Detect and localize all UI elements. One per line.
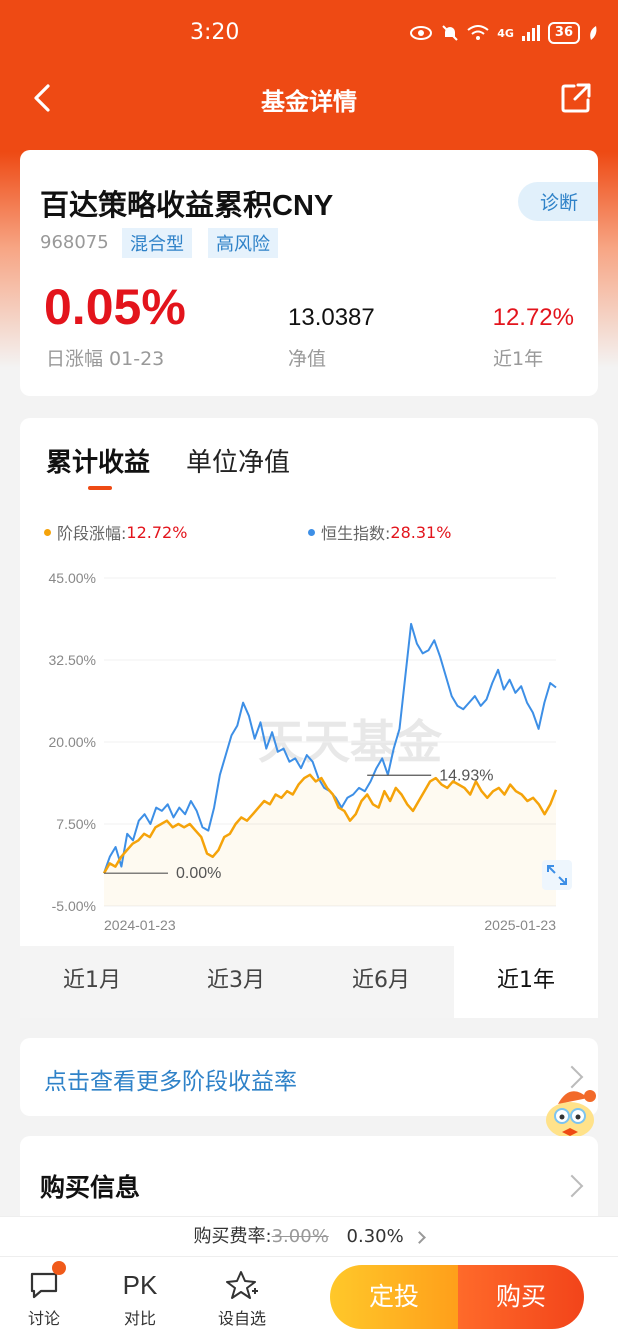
fee-discounted: 0.30% [346, 1226, 404, 1247]
legend-index-label: 恒生指数: [321, 524, 391, 543]
period-1m[interactable]: 近1月 [63, 968, 121, 993]
network-type: 4G [497, 26, 514, 40]
y-tick-label: -5.00% [52, 898, 96, 914]
legend-index-dot [308, 528, 315, 536]
bottom-action-bar: 讨论 PK 对比 设自选 定投 购买 [0, 1256, 618, 1338]
risk-level-tag: 高风险 [208, 228, 278, 258]
legend-fund-dot [44, 528, 51, 536]
status-bar: 3:20 4G 36 [0, 0, 618, 68]
fund-area-fill [104, 774, 556, 906]
nav-value: 13.0387 [288, 304, 375, 331]
fund-summary-card: 百达策略收益累积CNY 诊断 968075 混合型 高风险 0.05% 日涨幅 … [20, 150, 598, 396]
fund-name: 百达策略收益累积CNY [40, 190, 334, 222]
nav-label: 净值 [288, 348, 327, 370]
period-selector: 近1月 近3月 近6月 近1年 [20, 946, 598, 1018]
share-external-icon[interactable] [558, 80, 594, 116]
tab-cumulative-return[interactable]: 累计收益 [46, 448, 151, 478]
y-tick-label: 45.00% [49, 570, 96, 586]
buy-info-title: 购买信息 [40, 1173, 141, 1202]
annotation-label: 14.93% [439, 767, 493, 784]
add-watchlist-button[interactable]: 设自选 [202, 1265, 282, 1329]
y-tick-label: 32.50% [49, 652, 96, 668]
discuss-label: 讨论 [27, 1309, 60, 1328]
legend-fund-value: 12.72% [126, 522, 188, 542]
active-tab-indicator [88, 486, 112, 490]
period-1y[interactable]: 近1年 [454, 946, 598, 1018]
wifi-icon [467, 25, 489, 40]
notification-dot [52, 1261, 66, 1275]
fund-code: 968075 [40, 232, 109, 253]
year-return-value: 12.72% [492, 304, 574, 331]
signal-icon [521, 25, 540, 41]
legend-index: 恒生指数: 28.31% [308, 520, 451, 544]
legend-fund-label: 阶段涨幅: [57, 524, 127, 543]
status-icons: 4G 36 [409, 22, 598, 44]
back-chevron-icon[interactable] [26, 80, 62, 116]
star-plus-icon [226, 1271, 258, 1299]
y-tick-label: 7.50% [56, 816, 96, 832]
fund-series-line [102, 773, 558, 874]
chevron-right-icon [413, 1231, 427, 1244]
x-tick-label: 2025-01-23 [484, 917, 556, 933]
battery-level: 36 [547, 22, 580, 44]
chart-card: 累计收益 单位净值 阶段涨幅: 12.72% 恒生指数: 28.31% 天天基金… [20, 418, 598, 1018]
page-title: 基金详情 [261, 88, 357, 116]
fee-bar[interactable]: 购买费率:3.00% 0.30% [0, 1216, 618, 1256]
pk-icon: PK [100, 1265, 180, 1305]
status-time: 3:20 [190, 20, 240, 45]
chevron-right-icon [560, 1174, 584, 1198]
expand-icon[interactable] [542, 860, 572, 890]
daily-change-value: 0.05% [44, 279, 186, 335]
period-3m[interactable]: 近3月 [207, 968, 265, 993]
watchlist-label: 设自选 [217, 1309, 266, 1328]
discuss-button[interactable]: 讨论 [4, 1261, 84, 1329]
chat-bubble-icon [30, 1272, 58, 1299]
fee-label: 购买费率: [193, 1226, 272, 1247]
nav-bar: 基金详情 [0, 68, 618, 128]
tab-unit-nav[interactable]: 单位净值 [186, 448, 291, 478]
buy-button[interactable]: 购买 [458, 1265, 584, 1329]
annotation-label: 0.00% [176, 865, 221, 882]
x-tick-label: 2024-01-23 [104, 917, 176, 933]
period-6m[interactable]: 近6月 [352, 968, 410, 993]
year-return-label: 近1年 [493, 348, 544, 370]
diagnose-button[interactable]: 诊断 [517, 182, 598, 221]
legend-fund: 阶段涨幅: 12.72% [44, 520, 187, 544]
more-returns-text: 点击查看更多阶段收益率 [44, 1069, 297, 1095]
mascot-assistant-icon[interactable] [540, 1080, 604, 1144]
fee-original: 3.00% [271, 1226, 329, 1247]
compare-label: 对比 [123, 1309, 156, 1328]
legend-index-value: 28.31% [390, 522, 452, 542]
leaf-icon [590, 26, 597, 40]
y-tick-label: 20.00% [49, 734, 96, 750]
more-returns-link[interactable]: 点击查看更多阶段收益率 [20, 1038, 598, 1116]
fixed-investment-button[interactable]: 定投 [330, 1265, 458, 1329]
eye-icon [410, 26, 433, 40]
return-chart[interactable]: 天天基金45.00%32.50%20.00%7.50%-5.00%2024-01… [20, 558, 598, 946]
fund-type-tag: 混合型 [122, 228, 192, 258]
pk-icon-text: PK [122, 1269, 158, 1300]
mute-bell-icon [442, 25, 458, 41]
daily-change-label: 日涨幅 01-23 [46, 348, 165, 370]
compare-button[interactable]: PK 对比 [100, 1265, 180, 1329]
